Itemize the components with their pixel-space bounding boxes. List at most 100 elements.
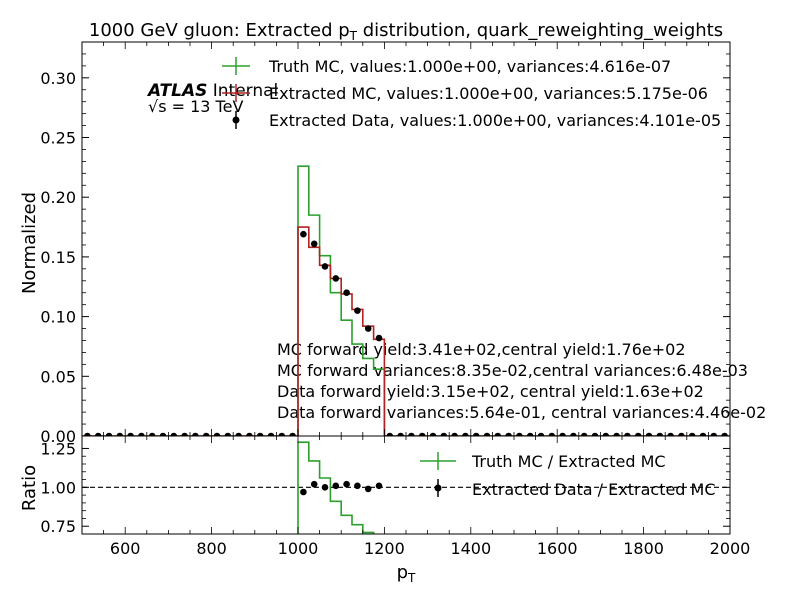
data-point [364, 325, 372, 332]
chart-title: 1000 GeV gluon: Extracted pT distributio… [89, 20, 723, 43]
legend-truth-ratio-marker [420, 452, 456, 470]
data-point [321, 263, 329, 270]
data-point [105, 432, 113, 436]
legend-data-ratio-label: Extracted Data / Extracted MC [472, 480, 716, 499]
ratio-ylabel: Ratio [19, 465, 40, 511]
data-point [354, 307, 361, 314]
ratio-data-point [300, 488, 307, 496]
legend-extracted-mc-marker [222, 84, 250, 102]
data-point [645, 432, 653, 436]
data-point [613, 432, 620, 436]
energy-label: √s = 13 TeV [148, 97, 243, 116]
legend-truth-mc-label: Truth MC, values:1.000e+00, variances:4.… [268, 57, 671, 76]
data-point [332, 275, 340, 282]
data-point [667, 432, 674, 436]
series-truth-ratio-line [297, 441, 375, 534]
main-legend: Truth MC, values:1.000e+00, variances:4.… [222, 57, 721, 130]
legend-truth-mc-marker [222, 57, 250, 75]
data-point [537, 432, 545, 436]
data-point [591, 432, 599, 436]
ratio-data-point [332, 482, 340, 490]
annotation-mc-variances: MC forward variances:8.35e-02,central va… [277, 361, 748, 380]
data-point [84, 432, 91, 436]
ratio-ytick-label: 1.25 [40, 439, 76, 458]
data-point [181, 432, 188, 436]
data-point [246, 432, 253, 436]
data-point [418, 432, 426, 436]
data-point [472, 432, 480, 436]
xtick-label: 1600 [537, 539, 578, 558]
data-point [278, 432, 286, 436]
data-point [94, 432, 102, 436]
ratio-xlabel: pT [397, 562, 416, 585]
ratio-xlabel-sub: T [407, 571, 416, 585]
xtick-label: 1800 [623, 539, 664, 558]
annotation-data-yield: Data forward yield:3.15e+02, central yie… [277, 382, 704, 401]
ratio-data-point [321, 484, 329, 491]
chart-title-sub: T [349, 29, 358, 43]
ratio-data-point [375, 482, 383, 490]
ratio-plot-area: 0.75 1.00 1.25 600 800 1000 1200 1400 1600 1800 20… [40, 435, 751, 558]
ratio-data-point [343, 480, 350, 488]
main-plot-area: 0.00 0.05 0.10 0.15 0.20 0.25 0.30 [40, 41, 731, 446]
data-point [483, 432, 491, 436]
data-point [116, 432, 124, 436]
main-ytick-label: 0.05 [40, 367, 76, 386]
main-ytick-label: 0.10 [40, 308, 76, 327]
data-point [343, 289, 350, 297]
data-point [224, 432, 232, 436]
data-point [656, 432, 664, 436]
data-point [397, 432, 404, 436]
data-point [138, 432, 145, 436]
data-point [310, 240, 318, 248]
main-ytick-label: 0.00 [40, 427, 76, 446]
data-point [213, 432, 221, 436]
xtick-label: 1200 [364, 539, 405, 558]
data-point [634, 432, 642, 436]
chart-title-rest: distribution, quark_reweighting_weights [357, 20, 723, 41]
data-point [192, 432, 199, 436]
data-point [386, 432, 394, 436]
data-point [710, 432, 718, 436]
main-ytick-label: 0.20 [40, 188, 76, 207]
data-point [526, 432, 534, 436]
data-point [429, 432, 437, 436]
ratio-ytick-label: 1.00 [40, 478, 76, 497]
legend-extracted-data-label: Extracted Data, values:1.000e+00, varian… [269, 111, 721, 130]
data-point [559, 432, 566, 436]
series-extracted-mc-line [82, 226, 730, 436]
data-point [462, 432, 469, 436]
legend-data-ratio-marker [434, 479, 442, 497]
ratio-xlabel-main: p [397, 562, 408, 583]
data-point [235, 432, 242, 436]
data-point [570, 432, 577, 436]
xtick-label: 1400 [450, 539, 491, 558]
data-point [289, 432, 296, 436]
ratio-ytick-label: 0.75 [40, 517, 76, 536]
data-point [516, 432, 523, 436]
ratio-data-point [354, 482, 361, 490]
data-point [170, 432, 178, 436]
atlas-label-bold: ATLAS [146, 81, 207, 101]
data-point [602, 432, 610, 436]
legend-extracted-data-marker [232, 111, 240, 129]
annotation-data-variances: Data forward variances:5.64e-01, central… [277, 403, 766, 422]
series-truth-mc-line [82, 165, 730, 436]
data-point [494, 432, 502, 436]
xtick-label: 1000 [278, 539, 319, 558]
data-point [267, 432, 275, 436]
xtick-label: 2000 [710, 539, 751, 558]
data-point [375, 334, 383, 342]
data-point [699, 432, 707, 436]
data-point [451, 432, 458, 436]
chart-title-main: 1000 GeV gluon: Extracted p [89, 20, 350, 41]
ratio-legend: Truth MC / Extracted MC Extracted Data /… [420, 452, 716, 499]
ratio-data-point [364, 485, 372, 493]
main-ytick-label: 0.25 [40, 129, 76, 148]
data-point [148, 432, 156, 436]
legend-extracted-mc-label: Extracted MC, values:1.000e+00, variance… [269, 84, 708, 103]
data-point [440, 432, 448, 436]
data-point [548, 432, 556, 436]
main-ytick-label: 0.30 [40, 69, 76, 88]
